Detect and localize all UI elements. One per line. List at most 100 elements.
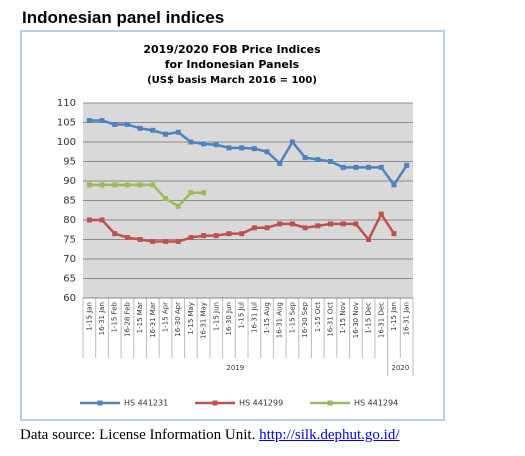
point-marker <box>99 182 105 188</box>
x-tick-label: 16-31 Dec <box>377 302 385 338</box>
point-marker <box>124 182 130 188</box>
x-tick-label: 16-31 Jan <box>98 302 106 335</box>
point-marker <box>366 237 372 242</box>
point-marker <box>188 235 194 241</box>
y-tick-label: 105 <box>57 118 76 129</box>
point-marker <box>137 237 143 242</box>
x-tick-label: 16-31 May <box>200 302 208 339</box>
point-marker <box>302 155 308 161</box>
point-marker <box>124 235 130 241</box>
point-marker <box>150 238 156 244</box>
y-tick-label: 65 <box>63 274 76 285</box>
point-marker <box>112 231 118 237</box>
y-tick-label: 75 <box>63 235 76 246</box>
point-marker <box>353 164 359 170</box>
x-tick-label: 1-15 Aug <box>263 302 271 334</box>
chart-title: (US$ basis March 2016 = 100) <box>147 75 317 86</box>
x-tick-label: 16-30 Sep <box>301 301 309 337</box>
point-marker <box>251 146 257 152</box>
x-tick-label: 1-15 Sep <box>288 301 296 333</box>
x-tick-label: 1-15 Feb <box>111 301 119 332</box>
point-marker <box>163 238 168 244</box>
point-marker <box>404 162 410 168</box>
point-marker <box>391 182 397 188</box>
x-group-label: 2019 <box>226 364 244 372</box>
x-tick-label: 1-15 Apr <box>162 302 170 332</box>
point-marker <box>239 145 245 151</box>
point-marker <box>340 164 346 170</box>
x-tick-label: 16-31 Mar <box>149 302 157 338</box>
point-marker <box>213 142 219 148</box>
point-marker <box>163 131 168 137</box>
source-text: Data source: License Information Unit. <box>20 427 256 443</box>
y-tick-label: 100 <box>57 137 76 148</box>
point-marker <box>137 125 143 131</box>
x-tick-label: 1-15 May <box>187 302 195 335</box>
point-marker <box>226 231 232 237</box>
x-tick-label: 16-31 Jul <box>250 302 258 333</box>
point-marker <box>251 225 257 231</box>
x-tick-label: 16-28 Feb <box>123 301 131 337</box>
point-marker <box>264 149 270 155</box>
point-marker <box>188 139 194 145</box>
x-tick-label: 1-15 Jun <box>212 302 220 331</box>
point-marker <box>213 233 219 239</box>
x-group-label: 2020 <box>391 364 409 372</box>
x-tick-label: 16-31 Oct <box>327 302 335 337</box>
point-marker <box>353 221 359 227</box>
heading: Indonesian panel indices <box>22 8 225 27</box>
x-tick-label: 16-31 Jan <box>403 302 411 335</box>
x-tick-label: 16-30 Nov <box>352 302 360 338</box>
point-marker <box>175 238 181 244</box>
point-marker <box>150 127 156 133</box>
point-marker <box>99 217 105 223</box>
chart: 2019/2020 FOB Price Indices for Indonesia… <box>20 30 445 421</box>
point-marker <box>150 182 156 188</box>
x-tick-label: 16-30 Apr <box>174 302 182 337</box>
point-marker <box>137 182 143 188</box>
point-marker <box>328 159 333 164</box>
point-marker <box>378 164 384 170</box>
source-link[interactable]: http://silk.dephut.go.id/ <box>259 427 400 443</box>
y-tick-label: 60 <box>63 293 76 304</box>
y-tick-label: 80 <box>63 215 76 226</box>
point-marker <box>226 145 232 151</box>
point-marker <box>391 231 397 237</box>
point-marker <box>201 233 207 239</box>
chart-title: for Indonesian Panels <box>165 58 300 71</box>
point-marker <box>315 157 321 163</box>
x-tick-label: 1-15 Dec <box>365 302 373 334</box>
point-marker <box>163 196 168 202</box>
series-line <box>89 183 204 208</box>
point-marker <box>175 129 181 135</box>
point-marker <box>201 141 207 147</box>
point-marker <box>112 182 118 188</box>
point-marker <box>289 139 295 145</box>
point-marker <box>201 190 207 196</box>
point-marker <box>86 118 92 124</box>
point-marker <box>277 160 283 166</box>
x-tick-label: 1-15 Jan <box>85 302 93 331</box>
point-marker <box>366 164 372 170</box>
point-marker <box>188 190 194 196</box>
legend-label: HS 441231 <box>124 399 168 408</box>
x-tick-label: 1-15 Mar <box>136 302 144 333</box>
point-marker <box>340 221 346 227</box>
point-marker <box>175 203 181 209</box>
point-marker <box>277 221 283 227</box>
y-tick-label: 110 <box>57 98 76 109</box>
legend-marker <box>97 400 103 406</box>
point-marker <box>302 225 308 231</box>
legend-label: HS 441294 <box>354 399 398 408</box>
legend-marker <box>212 400 218 406</box>
point-marker <box>99 118 105 124</box>
x-tick-label: 1-15 Nov <box>339 302 347 334</box>
y-tick-label: 85 <box>63 196 76 207</box>
y-tick-label: 95 <box>63 157 76 168</box>
x-tick-label: 1-15 Jul <box>238 302 246 329</box>
point-marker <box>264 225 270 231</box>
legend-marker <box>327 400 333 406</box>
x-tick-label: 1-15 Jan <box>390 302 398 331</box>
source: Data source: License Information Unit. h… <box>20 427 400 444</box>
